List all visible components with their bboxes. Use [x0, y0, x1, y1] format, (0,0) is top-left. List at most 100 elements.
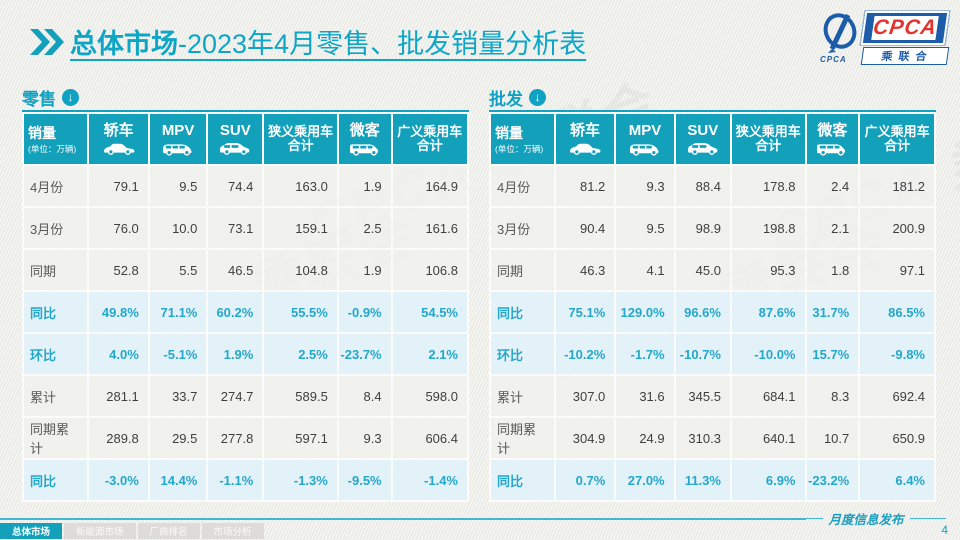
cell-value: -1.7%: [616, 334, 674, 374]
column-header-total: 广义乘用车 合计: [860, 114, 934, 164]
cell-value: 5.5: [149, 250, 207, 290]
row-label: 同比: [24, 292, 88, 332]
title-rest: -2023年4月零售、批发销量分析表: [178, 29, 587, 59]
cell-value: 684.1: [731, 376, 805, 416]
table-row: 同比 -3.0% 14.4% -1.1% -1.3% -9.5% -1.4%: [24, 460, 467, 500]
table-row: 环比 -10.2% -1.7% -10.7% -10.0% 15.7% -9.8%: [491, 334, 934, 374]
cell-value: 46.3: [555, 250, 615, 290]
note-dash: [786, 518, 823, 519]
cell-value: -1.4%: [392, 460, 467, 500]
cell-value: 71.1%: [149, 292, 207, 332]
row-label: 环比: [24, 334, 88, 374]
down-arrow-circle-icon: ↓: [62, 88, 79, 106]
cell-value: 6.4%: [860, 460, 934, 500]
cell-value: 31.7%: [806, 292, 859, 332]
footer-note-text: 月度信息发布: [828, 513, 904, 527]
wholesale-section-label: 批发: [489, 89, 523, 109]
cell-value: 1.9: [338, 166, 391, 206]
cell-value: 2.5%: [264, 334, 337, 374]
sales-unit-header: 销量 (单位：万辆): [491, 114, 554, 164]
cell-value: 27.0%: [616, 460, 674, 500]
cell-value: -10.2%: [555, 334, 615, 374]
cell-value: 24.9: [616, 418, 674, 458]
cell-value: 640.1: [731, 418, 805, 458]
cell-value: 46.5: [208, 250, 263, 290]
table-row: 同期累计 304.9 24.9 310.3 640.1 10.7 650.9: [491, 418, 934, 458]
retail-section-label: 零售: [22, 89, 56, 109]
cell-value: 10.7: [806, 418, 859, 458]
cpca-chinese-name: 乘联合: [860, 46, 950, 65]
cell-value: 277.8: [208, 418, 263, 458]
wholesale-table: 销量 (单位：万辆) 轿车 MPV SUV 狭义乘用车 合计 微客 广义乘用车 合计 4月份 81.2…: [489, 110, 936, 502]
table-row: 累计 307.0 31.6 345.5 684.1 8.3 692.4: [491, 376, 934, 416]
cell-value: 98.9: [675, 208, 730, 248]
row-label: 同比: [491, 460, 554, 500]
table-row: 累计 281.1 33.7 274.7 589.5 8.4 598.0: [24, 376, 467, 416]
cell-value: 74.4: [208, 166, 263, 206]
row-label: 同期: [491, 250, 554, 290]
emblem-caption: CPCA: [820, 55, 847, 64]
cell-value: 31.6: [616, 376, 674, 416]
cell-value: 9.3: [338, 418, 391, 458]
table-row: 3月份 90.4 9.5 98.9 198.8 2.1 200.9: [491, 208, 934, 248]
header-row: 销量 (单位：万辆) 轿车 MPV SUV 狭义乘用车 合计 微客 广义乘用车 合计: [491, 114, 934, 164]
table-row: 4月份 81.2 9.3 88.4 178.8 2.4 181.2: [491, 166, 934, 206]
cell-value: 106.8: [392, 250, 467, 290]
cell-value: 1.8: [806, 250, 859, 290]
cell-value: 2.1: [806, 208, 859, 248]
nav-tab-市场分析[interactable]: 市场分析: [201, 523, 264, 539]
cell-value: 2.1%: [392, 334, 467, 374]
sedan-icon: [568, 141, 602, 156]
cell-value: 76.0: [89, 208, 148, 248]
cell-value: 650.9: [860, 418, 934, 458]
cell-value: -10.0%: [731, 334, 805, 374]
cell-value: 274.7: [208, 376, 263, 416]
cell-value: -9.8%: [860, 334, 934, 374]
bottom-nav: 总体市场 新能源市场 厂商排名 市场分析: [0, 523, 264, 539]
cell-value: 310.3: [675, 418, 730, 458]
cell-value: 2.4: [806, 166, 859, 206]
column-header-microvan: 微客: [806, 114, 859, 164]
column-header-mpv: MPV: [616, 114, 674, 164]
cell-value: 307.0: [555, 376, 615, 416]
cell-value: -10.7%: [675, 334, 730, 374]
cell-value: 86.5%: [860, 292, 934, 332]
column-header-total: 狭义乘用车 合计: [264, 114, 337, 164]
footer-divider: [0, 518, 806, 520]
nav-tab-总体市场[interactable]: 总体市场: [0, 523, 63, 539]
cell-value: 29.5: [149, 418, 207, 458]
row-label: 3月份: [24, 208, 88, 248]
cell-value: 10.0: [149, 208, 207, 248]
nav-tab-厂商排名[interactable]: 厂商排名: [137, 523, 200, 539]
cell-value: 60.2%: [208, 292, 263, 332]
cpca-emblem-icon: CPCA: [818, 10, 862, 64]
cell-value: 304.9: [555, 418, 615, 458]
sedan-icon: [102, 141, 136, 156]
row-label: 同期累计: [491, 418, 554, 458]
table-row: 4月份 79.1 9.5 74.4 163.0 1.9 164.9: [24, 166, 467, 206]
table-row: 环比 4.0% -5.1% 1.9% 2.5% -23.7% 2.1%: [24, 334, 467, 374]
cell-value: 87.6%: [731, 292, 805, 332]
cell-value: 55.5%: [264, 292, 337, 332]
table-row: 3月份 76.0 10.0 73.1 159.1 2.5 161.6: [24, 208, 467, 248]
cell-value: -5.1%: [149, 334, 207, 374]
cell-value: 2.5: [338, 208, 391, 248]
cell-value: -3.0%: [89, 460, 148, 500]
cell-value: -23.2%: [806, 460, 859, 500]
cell-value: 589.5: [264, 376, 337, 416]
cell-value: 15.7%: [806, 334, 859, 374]
microvan-icon: [348, 141, 382, 156]
suv-icon: [218, 141, 252, 156]
cell-value: -1.1%: [208, 460, 263, 500]
cell-value: -23.7%: [338, 334, 391, 374]
row-label: 环比: [491, 334, 554, 374]
column-header-sedan: 轿车: [89, 114, 148, 164]
column-header-suv: SUV: [675, 114, 730, 164]
column-header-total: 广义乘用车 合计: [392, 114, 467, 164]
cpca-text: CPCA: [871, 15, 939, 40]
cell-value: 95.3: [731, 250, 805, 290]
cell-value: 692.4: [860, 376, 934, 416]
cell-value: 97.1: [860, 250, 934, 290]
cell-value: 1.9%: [208, 334, 263, 374]
nav-tab-新能源市场[interactable]: 新能源市场: [64, 523, 136, 539]
